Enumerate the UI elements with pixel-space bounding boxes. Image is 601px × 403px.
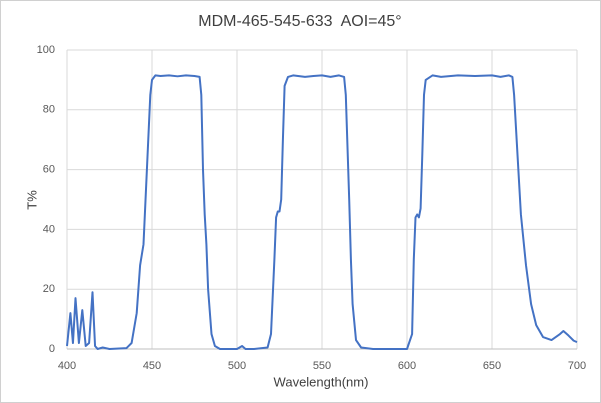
x-tick-label: 700 bbox=[568, 360, 586, 372]
y-tick-label: 100 bbox=[37, 44, 55, 56]
y-tick-label: 60 bbox=[43, 164, 55, 176]
x-tick-label: 600 bbox=[398, 360, 416, 372]
y-tick-label: 0 bbox=[49, 343, 55, 355]
x-tick-label: 550 bbox=[313, 360, 331, 372]
x-tick-label: 650 bbox=[483, 360, 501, 372]
y-axis-title: T% bbox=[24, 190, 39, 210]
x-tick-label: 450 bbox=[143, 360, 161, 372]
y-tick-label: 40 bbox=[43, 223, 55, 235]
y-tick-label: 80 bbox=[43, 104, 55, 116]
x-axis-title: Wavelength(nm) bbox=[274, 374, 369, 389]
data-line bbox=[66, 74, 578, 350]
x-tick-label: 500 bbox=[228, 360, 246, 372]
y-tick-label: 20 bbox=[43, 283, 55, 295]
chart-title: MDM-465-545-633 AOI=45° bbox=[198, 13, 401, 30]
x-tick-label: 400 bbox=[58, 360, 76, 372]
